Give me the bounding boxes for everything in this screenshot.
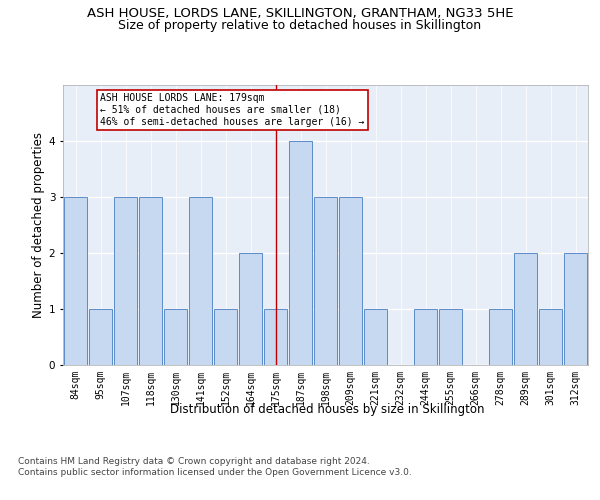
Text: Size of property relative to detached houses in Skillington: Size of property relative to detached ho…	[118, 18, 482, 32]
Bar	[189, 197, 212, 365]
Text: Distribution of detached houses by size in Skillington: Distribution of detached houses by size …	[170, 402, 484, 415]
Bar	[114, 197, 137, 365]
Bar	[364, 309, 387, 365]
Bar	[164, 309, 187, 365]
Bar	[64, 197, 87, 365]
Text: Contains HM Land Registry data © Crown copyright and database right 2024.
Contai: Contains HM Land Registry data © Crown c…	[18, 458, 412, 477]
Bar	[314, 197, 337, 365]
Bar	[514, 253, 537, 365]
Bar	[564, 253, 587, 365]
Y-axis label: Number of detached properties: Number of detached properties	[32, 132, 44, 318]
Text: ASH HOUSE LORDS LANE: 179sqm
← 51% of detached houses are smaller (18)
46% of se: ASH HOUSE LORDS LANE: 179sqm ← 51% of de…	[101, 94, 365, 126]
Bar	[439, 309, 462, 365]
Bar	[89, 309, 112, 365]
Text: ASH HOUSE, LORDS LANE, SKILLINGTON, GRANTHAM, NG33 5HE: ASH HOUSE, LORDS LANE, SKILLINGTON, GRAN…	[87, 8, 513, 20]
Bar	[539, 309, 562, 365]
Bar	[239, 253, 262, 365]
Bar	[489, 309, 512, 365]
Bar	[139, 197, 162, 365]
Bar	[414, 309, 437, 365]
Bar	[339, 197, 362, 365]
Bar	[264, 309, 287, 365]
Bar	[289, 141, 312, 365]
Bar	[214, 309, 237, 365]
